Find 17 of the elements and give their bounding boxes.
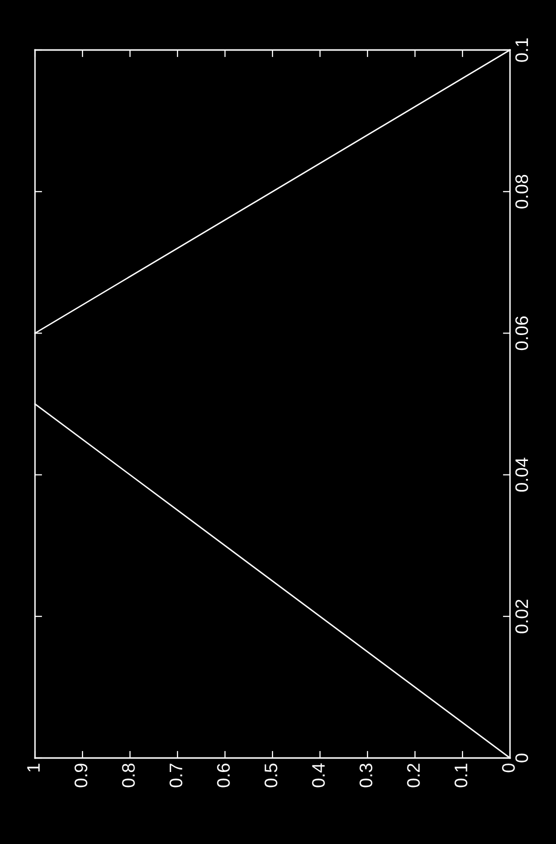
x-tick-label: 0.9 [74,764,88,788]
x-tick-label: 0.7 [170,764,182,788]
x-tick-label: 0.6 [217,764,230,788]
x-tick-label: 0.5 [264,764,278,788]
x-tick-label: 0.8 [122,764,135,788]
x-tick-label: 0.3 [360,764,372,788]
y-tick-label: 0.08 [515,174,528,208]
x-tick-label: 1 [27,764,40,772]
y-tick-label: 0.04 [515,458,528,492]
y-tick-label: 0 [515,754,528,762]
y-tick-label: 0.1 [515,38,528,62]
x-tick-label: 0.2 [407,764,420,788]
x-tick-label: 0 [502,764,515,772]
x-tick-label: 0.1 [454,764,468,788]
y-tick-label: 0.02 [515,600,528,634]
x-tick-label: 0.4 [312,763,325,788]
y-tick-label: 0.06 [515,316,528,350]
